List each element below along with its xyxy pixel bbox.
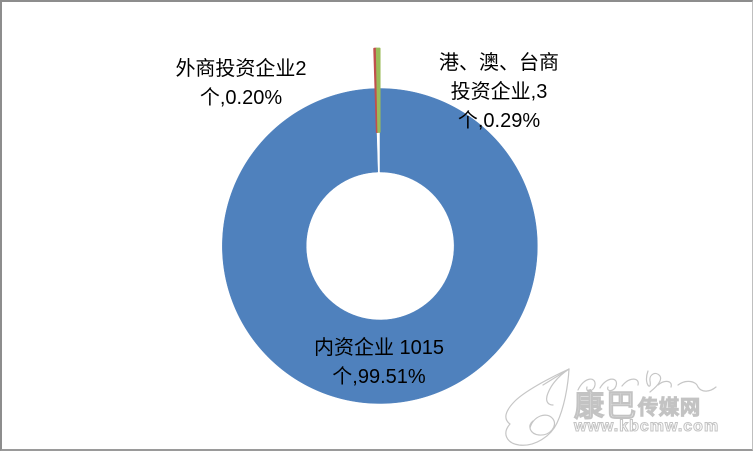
data-label-line: 个,0.20%	[199, 87, 283, 109]
data-label-foreign-invested: 外商投资企业2 个,0.20%	[131, 55, 351, 113]
data-label-domestic: 内资企业 1015 个,99.51%	[259, 334, 499, 392]
pie-slice-0	[222, 88, 538, 404]
data-label-hk-macao-taiwan: 港、澳、台商 投资企业,3 个,0.29%	[389, 49, 609, 136]
data-label-line: 个,99.51%	[332, 366, 426, 388]
data-label-line: 个,0.29%	[457, 110, 541, 132]
data-label-line: 外商投资企业2	[175, 58, 307, 80]
data-label-line: 港、澳、台商	[439, 52, 559, 74]
pie-slice-2	[375, 47, 381, 133]
data-label-line: 内资企业 1015	[313, 337, 445, 359]
data-label-line: 投资企业,3	[450, 81, 548, 103]
